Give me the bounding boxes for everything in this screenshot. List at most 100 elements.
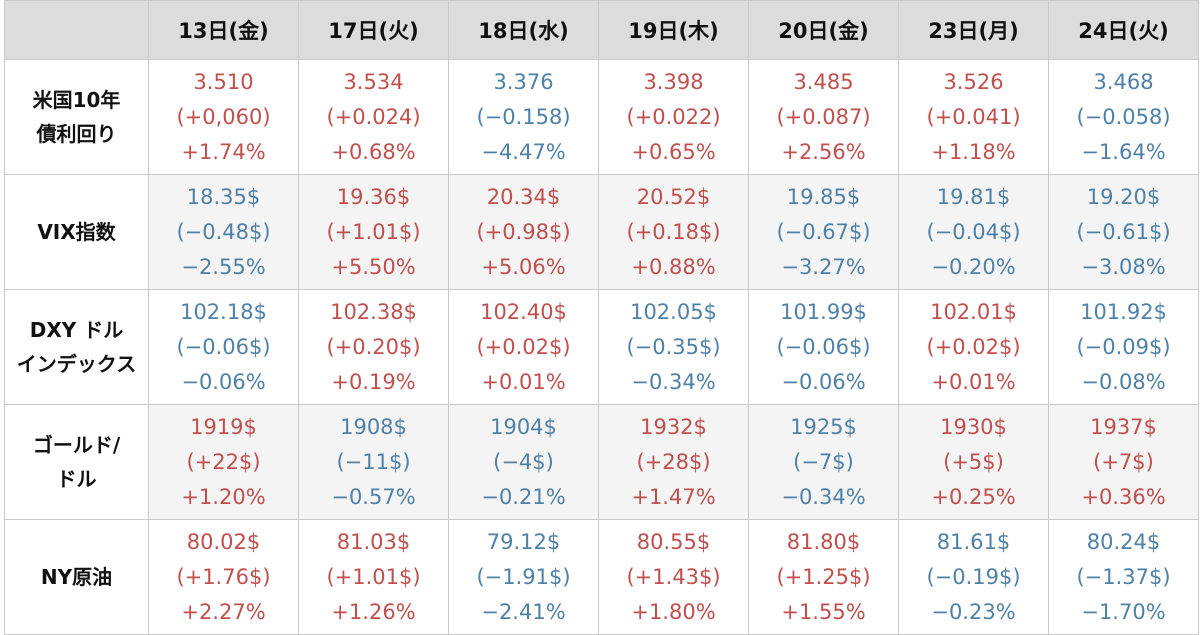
data-cell: 80.55$ (+1.43$) +1.80% [598, 519, 749, 635]
column-header: 24日(火) [1048, 0, 1199, 60]
price-value: 19.20$ [1086, 184, 1161, 209]
change-percent: −1.64% [1081, 139, 1166, 164]
price-value: 81.80$ [786, 529, 861, 554]
change-value: (−0.158) [476, 104, 571, 129]
change-percent: +0.88% [631, 254, 716, 279]
change-percent: +0.36% [1081, 484, 1166, 509]
price-value: 1937$ [1090, 414, 1157, 439]
change-percent: −3.08% [1081, 254, 1166, 279]
change-percent: +0.68% [331, 139, 416, 164]
data-cell: 101.92$ (−0.09$) −0.08% [1048, 289, 1199, 405]
change-percent: +1.47% [631, 484, 716, 509]
change-value: (−7$) [793, 449, 854, 474]
price-value: 1932$ [640, 414, 707, 439]
data-cell: 19.81$ (−0.04$) −0.20% [898, 174, 1049, 290]
data-cell: 101.99$ (−0.06$) −0.06% [748, 289, 899, 405]
change-percent: −3.27% [781, 254, 866, 279]
change-value: (−0.61$) [1076, 219, 1171, 244]
data-cell: 1925$ (−7$) −0.34% [748, 404, 899, 520]
row-label-line: インデックス [16, 352, 137, 376]
column-header: 19日(木) [598, 0, 749, 60]
data-cell: 1932$ (+28$) +1.47% [598, 404, 749, 520]
price-value: 3.510 [193, 69, 254, 94]
change-percent: +0.01% [481, 369, 566, 394]
change-value: (−0.058) [1076, 104, 1171, 129]
change-percent: −0.34% [781, 484, 866, 509]
price-value: 3.376 [493, 69, 554, 94]
change-value: (−0.06$) [776, 334, 871, 359]
data-cell: 3.468 (−0.058) −1.64% [1048, 59, 1199, 175]
data-cell: 20.52$ (+0.18$) +0.88% [598, 174, 749, 290]
column-header: 17日(火) [298, 0, 449, 60]
change-percent: +1.55% [781, 599, 866, 624]
change-value: (+1.25$) [776, 564, 871, 589]
data-cell: 81.80$ (+1.25$) +1.55% [748, 519, 899, 635]
change-percent: +2.56% [781, 139, 866, 164]
price-value: 102.40$ [480, 299, 567, 324]
price-value: 3.485 [793, 69, 854, 94]
change-value: (−0.09$) [1076, 334, 1171, 359]
change-percent: +0.01% [931, 369, 1016, 394]
data-cell: 102.01$ (+0.02$) +0.01% [898, 289, 1049, 405]
data-cell: 3.510 (+0,060) +1.74% [148, 59, 299, 175]
change-percent: −0.23% [931, 599, 1016, 624]
change-percent: −1.70% [1081, 599, 1166, 624]
price-value: 1930$ [940, 414, 1007, 439]
change-percent: −0.34% [631, 369, 716, 394]
data-cell: 81.03$ (+1.01$) +1.26% [298, 519, 449, 635]
data-cell: 1904$ (−4$) −0.21% [448, 404, 599, 520]
change-percent: +0.65% [631, 139, 716, 164]
data-cell: 19.20$ (−0.61$) −3.08% [1048, 174, 1199, 290]
change-percent: +1.74% [181, 139, 266, 164]
market-table: 13日(金) 17日(火) 18日(水) 19日(木) 20日(金) 23日(月… [4, 0, 1199, 635]
change-value: (−4$) [493, 449, 554, 474]
change-percent: −2.41% [481, 599, 566, 624]
change-value: (+0.18$) [626, 219, 721, 244]
change-value: (+0.087) [776, 104, 871, 129]
change-value: (+0.02$) [926, 334, 1021, 359]
change-percent: +5.06% [481, 254, 566, 279]
table-row: DXY ドル インデックス 102.18$ (−0.06$) −0.06% 102.38$… [4, 289, 1199, 405]
data-cell: 3.398 (+0.022) +0.65% [598, 59, 749, 175]
change-value: (−0.67$) [776, 219, 871, 244]
change-value: (+0.20$) [326, 334, 421, 359]
data-cell: 19.85$ (−0.67$) −3.27% [748, 174, 899, 290]
change-percent: −2.55% [181, 254, 266, 279]
row-label-line: ゴールド/ [32, 433, 121, 457]
change-value: (+0,060) [176, 104, 271, 129]
change-percent: −0.06% [781, 369, 866, 394]
change-percent: −0.08% [1081, 369, 1166, 394]
corner-cell [4, 0, 149, 60]
price-value: 20.52$ [636, 184, 711, 209]
price-value: 79.12$ [486, 529, 561, 554]
change-value: (+0.041) [926, 104, 1021, 129]
row-label: 米国10年 債利回り [4, 59, 149, 175]
change-percent: −0.06% [181, 369, 266, 394]
change-percent: +1.18% [931, 139, 1016, 164]
data-cell: 18.35$ (−0.48$) −2.55% [148, 174, 299, 290]
data-cell: 19.36$ (+1.01$) +5.50% [298, 174, 449, 290]
header-row: 13日(金) 17日(火) 18日(水) 19日(木) 20日(金) 23日(月… [4, 0, 1199, 60]
data-cell: 1930$ (+5$) +0.25% [898, 404, 1049, 520]
price-value: 101.92$ [1080, 299, 1167, 324]
column-header: 23日(月) [898, 0, 1049, 60]
change-percent: +1.80% [631, 599, 716, 624]
data-cell: 102.40$ (+0.02$) +0.01% [448, 289, 599, 405]
row-label: VIX指数 [4, 174, 149, 290]
change-value: (+7$) [1093, 449, 1154, 474]
data-cell: 102.18$ (−0.06$) −0.06% [148, 289, 299, 405]
price-value: 102.38$ [330, 299, 417, 324]
row-label-line: 米国10年 [32, 88, 121, 112]
price-value: 102.05$ [630, 299, 717, 324]
data-cell: 3.376 (−0.158) −4.47% [448, 59, 599, 175]
column-header: 20日(金) [748, 0, 899, 60]
change-value: (+0.02$) [476, 334, 571, 359]
row-label: NY原油 [4, 519, 149, 635]
row-label: DXY ドル インデックス [4, 289, 149, 405]
price-value: 80.24$ [1086, 529, 1161, 554]
change-value: (+0.98$) [476, 219, 571, 244]
data-cell: 1919$ (+22$) +1.20% [148, 404, 299, 520]
change-percent: +0.19% [331, 369, 416, 394]
price-value: 81.03$ [336, 529, 411, 554]
data-cell: 102.05$ (−0.35$) −0.34% [598, 289, 749, 405]
